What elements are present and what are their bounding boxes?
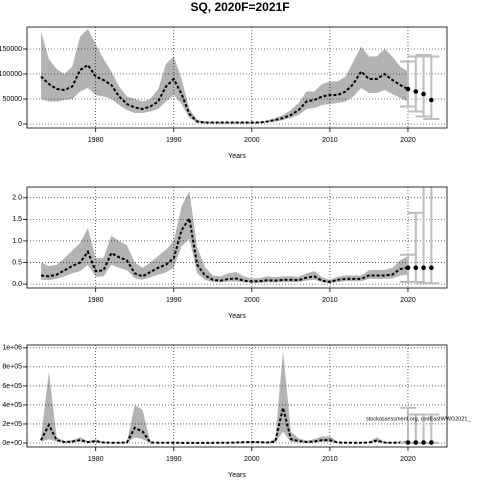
x-tick-label: 1980 [88, 297, 104, 304]
x-tick-label: 2000 [244, 297, 260, 304]
y-tick-label: 0e+00 [2, 440, 22, 447]
projection-point [413, 265, 419, 271]
y-tick-label: 0 [18, 121, 22, 128]
projection-point [405, 440, 411, 445]
y-tick-label: 4e+05 [2, 402, 22, 409]
projection-point [429, 440, 434, 445]
plot-frame [26, 26, 448, 129]
x-tick-label: 1990 [166, 456, 182, 463]
y-tick-label: 6e+05 [2, 383, 22, 390]
plot-frame [26, 344, 448, 448]
projection-point [413, 440, 419, 445]
x-axis-label: Years [228, 313, 246, 320]
x-axis-label: Years [228, 153, 246, 160]
x-tick-label: 1990 [166, 297, 182, 304]
x-tick-label: 2020 [400, 456, 416, 463]
projection-point [429, 265, 434, 271]
estimate-line [40, 407, 408, 444]
plot-area [27, 27, 447, 128]
x-tick-label: 1980 [88, 456, 104, 463]
estimate-line [40, 63, 409, 124]
projection-point [413, 89, 419, 94]
y-tick-label: 150000 [0, 46, 22, 53]
x-tick-label: 1980 [88, 137, 104, 144]
projection-point [429, 97, 434, 103]
plot-frame [26, 186, 448, 289]
y-tick-label: 8e+05 [2, 364, 22, 371]
x-axis-label: Years [228, 472, 246, 479]
projection-point [421, 265, 426, 271]
x-tick-label: 2020 [400, 297, 416, 304]
plot-area [27, 345, 447, 447]
y-tick-label: 1.0 [12, 238, 22, 245]
annotation: stockassessment.org, codEastWWG2021_ [366, 416, 471, 422]
x-tick-label: 1990 [166, 137, 182, 144]
y-tick-label: 1e+06 [2, 345, 22, 352]
projection-point [421, 91, 426, 97]
x-tick-label: 2000 [244, 456, 260, 463]
confidence-band [41, 29, 408, 124]
y-tick-label: 1.5 [12, 216, 22, 223]
projection-point [405, 265, 411, 271]
confidence-band [41, 350, 408, 443]
y-tick-label: 100000 [0, 71, 22, 78]
projection-point [405, 86, 411, 92]
plot-area [27, 187, 447, 288]
x-tick-label: 2010 [322, 456, 338, 463]
y-tick-label: 2e+05 [2, 421, 22, 428]
chart-title: SQ, 2020F=2021F [190, 0, 289, 14]
x-tick-label: 2000 [244, 137, 260, 144]
projection-point [421, 440, 426, 445]
y-tick-label: 0.0 [12, 281, 22, 288]
y-tick-label: 50000 [3, 96, 23, 103]
y-tick-label: 2.0 [12, 195, 22, 202]
x-tick-label: 2010 [322, 137, 338, 144]
confidence-band [41, 191, 408, 284]
x-tick-label: 2020 [400, 137, 416, 144]
y-tick-label: 0.5 [12, 259, 22, 266]
x-tick-label: 2010 [322, 297, 338, 304]
